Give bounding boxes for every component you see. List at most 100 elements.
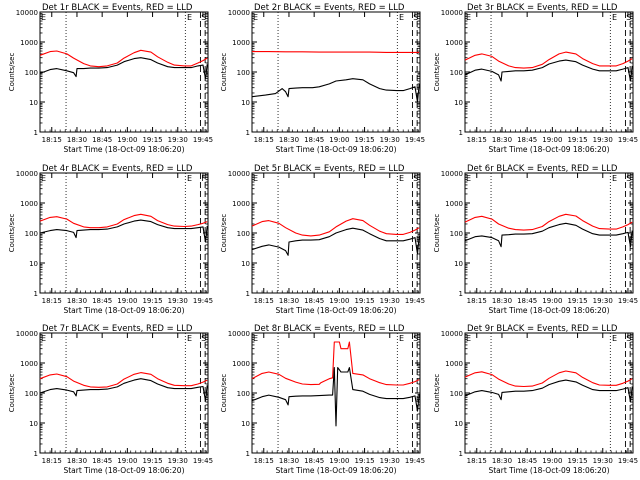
- x-tick-label: 18:15: [254, 457, 274, 465]
- y-tick-label: 1: [246, 290, 250, 298]
- x-tick-label: 18:30: [67, 136, 87, 144]
- marker-label: S: [413, 13, 418, 22]
- plot-frame: [464, 172, 634, 294]
- x-tick-label: 18:15: [42, 297, 62, 305]
- marker-label: S: [626, 13, 631, 22]
- x-tick-label: 18:15: [254, 136, 274, 144]
- series-line-red: [252, 51, 420, 53]
- x-tick-label: 19:30: [380, 457, 400, 465]
- x-tick-label: 18:45: [304, 297, 324, 305]
- y-tick-label: 10: [454, 420, 463, 428]
- x-tick-label: 19:15: [567, 297, 587, 305]
- y-tick-label: 10: [241, 260, 250, 268]
- marker-label: E: [41, 334, 46, 343]
- y-tick-label: 10000: [16, 170, 38, 178]
- y-axis-label: Counts/sec: [8, 53, 16, 92]
- detector-panel-4: Det 4r BLACK = Events, RED = LLD 1 10 100 10…: [8, 164, 213, 315]
- chart-title: Det 5r BLACK = Events, RED = LLD: [254, 164, 405, 174]
- x-tick-label: 18:45: [92, 297, 112, 305]
- y-axis-label: Counts/sec: [433, 53, 441, 92]
- y-axis-label: Counts/sec: [220, 214, 228, 253]
- series-line-red: [39, 49, 208, 68]
- x-tick-label: 18:45: [304, 136, 324, 144]
- detector-panel-3: Det 3r BLACK = Events, RED = LLD 1 10 100 10…: [433, 3, 638, 154]
- y-tick-label: 1000: [232, 200, 250, 208]
- x-axis-label: Start Time (18-Oct-09 18:06:20): [488, 466, 609, 475]
- x-tick-label: 18:45: [304, 457, 324, 465]
- marker-label: E: [466, 174, 471, 183]
- detector-panel-5: Det 5r BLACK = Events, RED = LLD 1 10 100 10…: [220, 164, 425, 315]
- marker-label: E: [253, 174, 258, 183]
- marker-label: F: [201, 174, 206, 183]
- x-axis-label: Start Time (18-Oct-09 18:06:20): [488, 145, 609, 154]
- y-tick-label: 1000: [20, 39, 38, 47]
- plot-frame: [39, 172, 209, 294]
- marker-label: E: [612, 174, 617, 183]
- x-tick-label: 19:45: [618, 457, 638, 465]
- x-tick-label: 19:45: [193, 297, 213, 305]
- x-tick-label: 19:45: [618, 297, 638, 305]
- x-tick-label: 19:30: [168, 457, 188, 465]
- series-line-red: [39, 213, 208, 229]
- series-line-red: [464, 370, 633, 388]
- marker-label: E: [612, 13, 617, 22]
- marker-label: S: [413, 174, 418, 183]
- x-tick-label: 19:30: [593, 297, 613, 305]
- marker-label: S: [626, 174, 631, 183]
- y-tick-label: 10: [454, 99, 463, 107]
- marker-label: S: [626, 334, 631, 343]
- x-axis-label: Start Time (18-Oct-09 18:06:20): [275, 145, 396, 154]
- x-tick-label: 18:30: [67, 297, 87, 305]
- x-tick-label: 19:15: [567, 457, 587, 465]
- marker-label: E: [187, 174, 192, 183]
- y-tick-label: 1: [459, 129, 463, 137]
- x-tick-label: 19:45: [193, 457, 213, 465]
- y-tick-label: 100: [237, 230, 250, 238]
- x-axis-label: Start Time (18-Oct-09 18:06:20): [275, 306, 396, 315]
- y-tick-label: 100: [450, 230, 463, 238]
- marker-label: E: [253, 334, 258, 343]
- y-tick-label: 10000: [228, 170, 250, 178]
- x-tick-label: 18:45: [517, 457, 537, 465]
- y-tick-label: 10000: [441, 330, 463, 338]
- series-line-black: [464, 59, 633, 82]
- y-tick-label: 1: [34, 290, 38, 298]
- chart-title: Det 7r BLACK = Events, RED = LLD: [42, 324, 193, 334]
- chart-title: Det 9r BLACK = Events, RED = LLD: [467, 324, 618, 334]
- chart-title: Det 1r BLACK = Events, RED = LLD: [42, 3, 193, 13]
- y-tick-label: 10: [29, 420, 38, 428]
- x-tick-label: 18:45: [92, 457, 112, 465]
- chart-title: Det 8r BLACK = Events, RED = LLD: [254, 324, 405, 334]
- chart-title: Det 2r BLACK = Events, RED = LLD: [254, 3, 405, 13]
- detector-panel-7: Det 7r BLACK = Events, RED = LLD 1 10 100 10…: [8, 324, 213, 475]
- y-tick-label: 100: [450, 69, 463, 77]
- x-tick-label: 19:45: [618, 136, 638, 144]
- y-axis-label: Counts/sec: [220, 53, 228, 92]
- y-tick-label: 1: [34, 450, 38, 458]
- marker-label: E: [399, 13, 404, 22]
- marker-label: E: [399, 174, 404, 183]
- x-tick-label: 19:00: [329, 457, 349, 465]
- x-tick-label: 19:15: [142, 457, 162, 465]
- plot-frame: [464, 332, 634, 454]
- y-tick-label: 10000: [16, 9, 38, 17]
- series-line-red: [251, 218, 420, 237]
- detector-panel-8: Det 8r BLACK = Events, RED = LLD 1 10 100 10…: [220, 324, 425, 475]
- marker-label: E: [399, 334, 404, 343]
- x-axis-label: Start Time (18-Oct-09 18:06:20): [275, 466, 396, 475]
- x-tick-label: 18:30: [279, 457, 299, 465]
- y-tick-label: 1: [459, 450, 463, 458]
- detector-panel-1: Det 1r BLACK = Events, RED = LLD 1 10 100 10…: [8, 3, 213, 154]
- y-tick-label: 10: [29, 260, 38, 268]
- y-tick-label: 1000: [20, 200, 38, 208]
- y-tick-label: 100: [450, 390, 463, 398]
- marker-label: S: [201, 334, 206, 343]
- x-tick-label: 18:15: [42, 457, 62, 465]
- x-axis-label: Start Time (18-Oct-09 18:06:20): [488, 306, 609, 315]
- x-tick-label: 19:00: [542, 136, 562, 144]
- x-tick-label: 19:30: [168, 136, 188, 144]
- y-tick-label: 1: [246, 129, 250, 137]
- series-line-black: [251, 367, 420, 427]
- x-tick-label: 18:30: [67, 457, 87, 465]
- x-tick-label: 19:15: [354, 457, 374, 465]
